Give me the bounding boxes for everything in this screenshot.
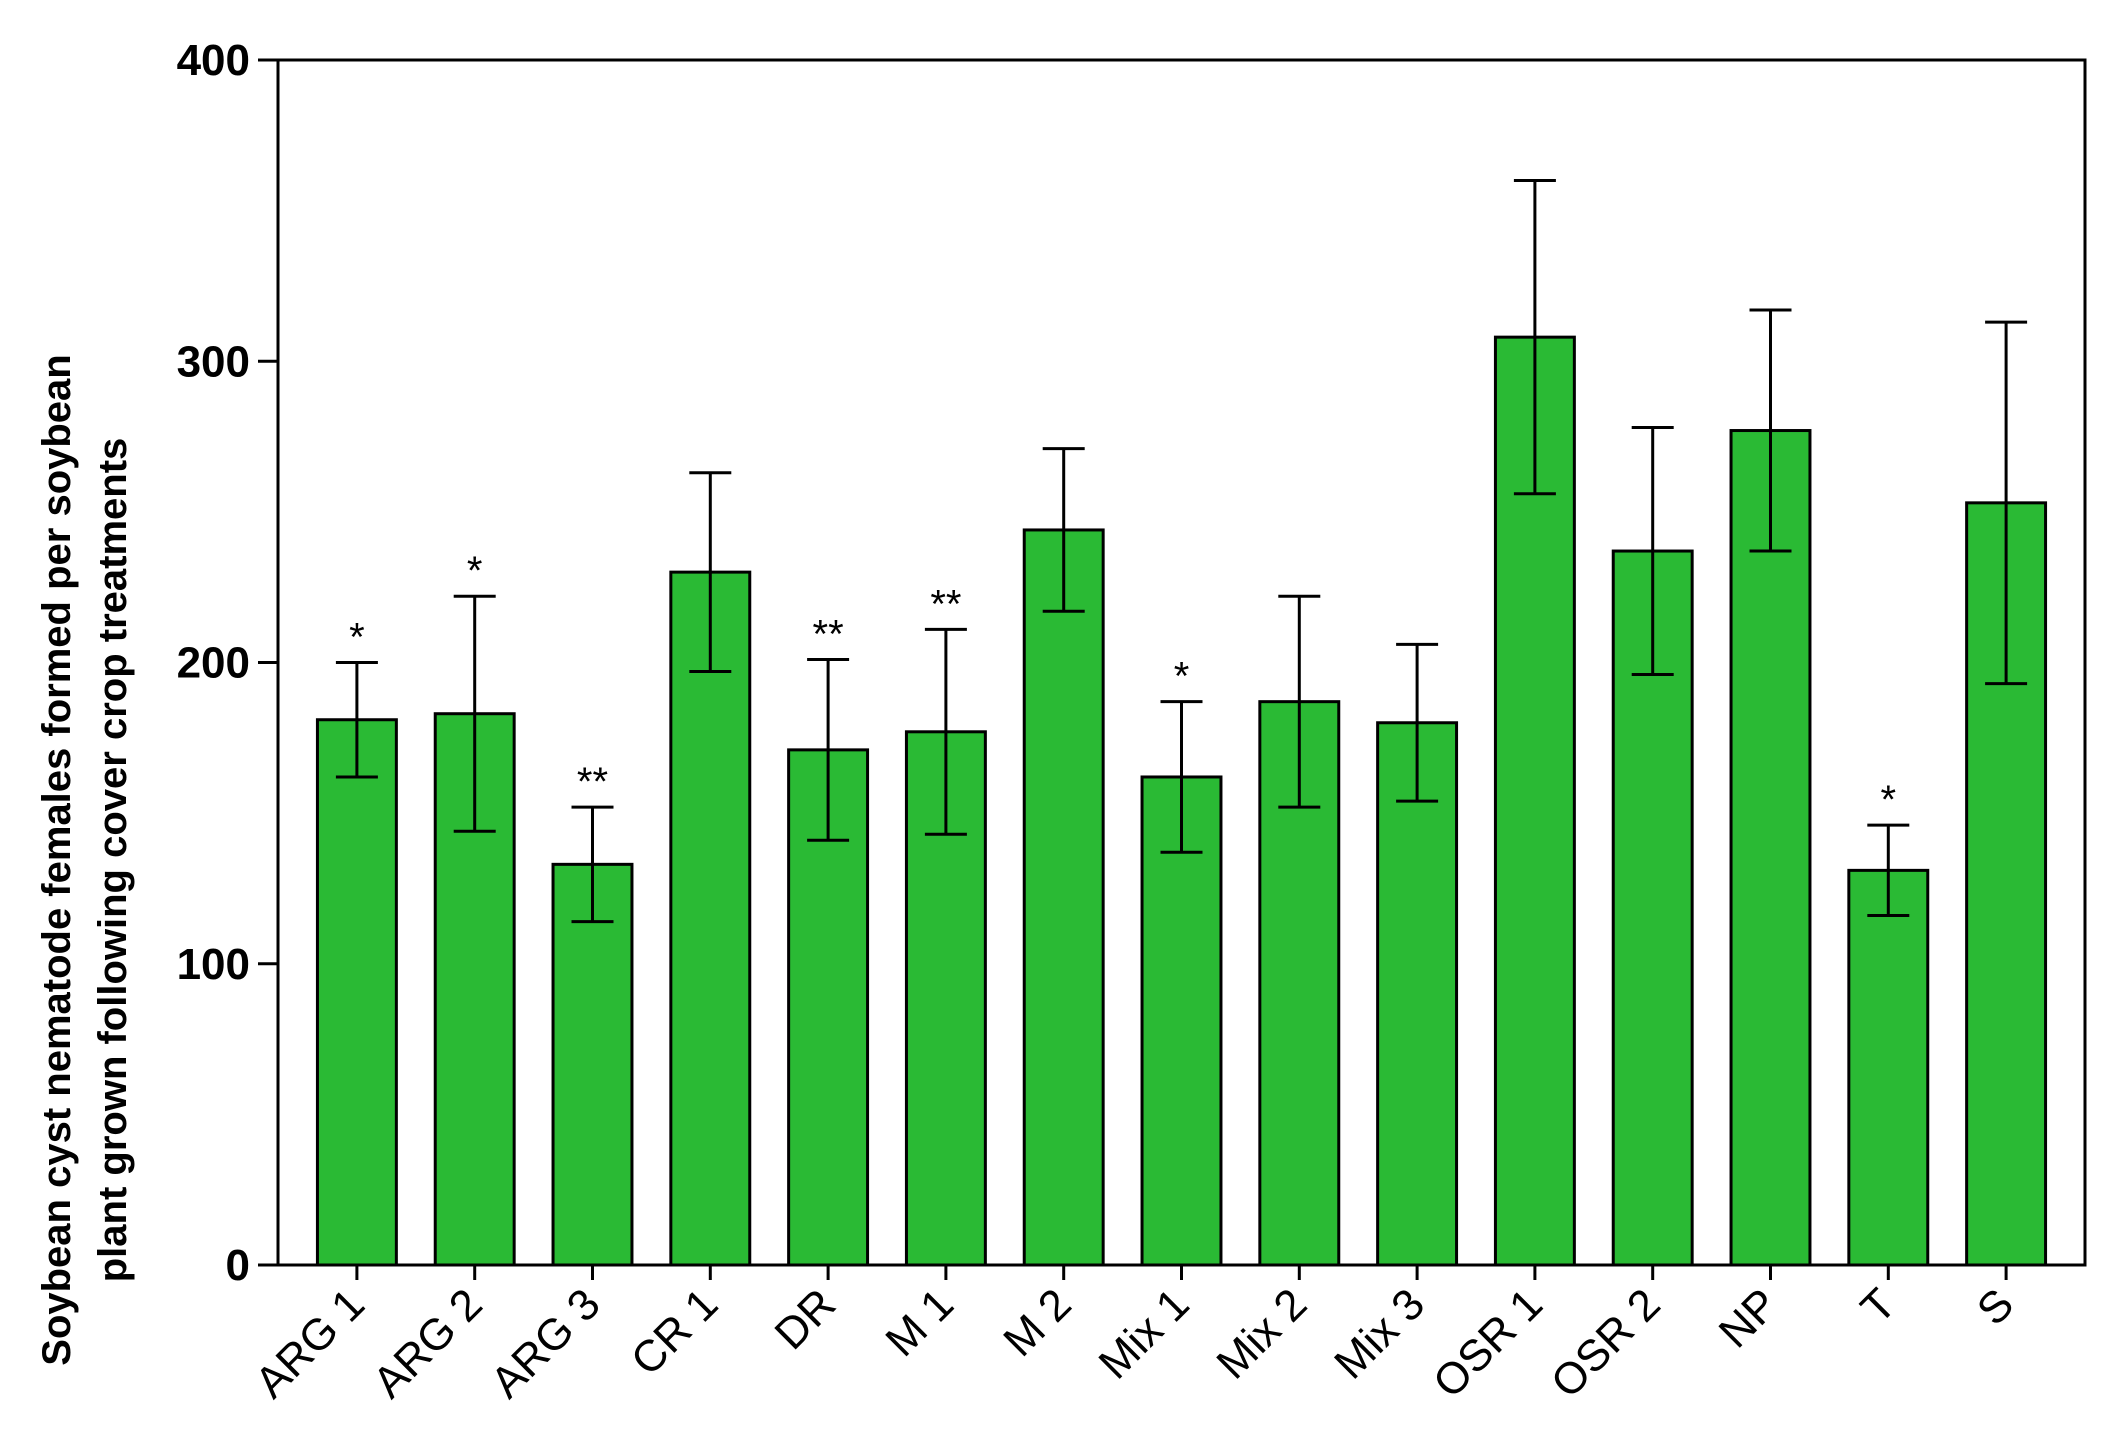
x-tick-label-14: S xyxy=(1968,1279,2023,1334)
x-tick-label-4: DR xyxy=(766,1279,846,1359)
y-tick-label-4: 400 xyxy=(177,36,250,85)
bar-13 xyxy=(1847,868,1930,1267)
significance-mark-0: * xyxy=(349,616,365,660)
y-tick-label-3: 300 xyxy=(177,337,250,386)
x-tick-label-5: M 1 xyxy=(876,1279,963,1366)
x-tick-label-12: NP xyxy=(1710,1279,1788,1357)
x-tick-label-0: ARG 1 xyxy=(246,1279,374,1407)
significance-mark-2: ** xyxy=(577,760,608,804)
y-tick-label-1: 100 xyxy=(177,940,250,989)
y-axis-label-line-2: plant grown following cover crop treatme… xyxy=(91,438,135,1283)
x-tick-label-8: Mix 2 xyxy=(1207,1279,1316,1388)
significance-mark-5: ** xyxy=(930,582,961,626)
x-tick-label-9: Mix 3 xyxy=(1325,1279,1434,1388)
x-tick-label-2: ARG 3 xyxy=(482,1279,610,1407)
x-tick-label-13: T xyxy=(1852,1279,1906,1333)
significance-mark-4: ** xyxy=(813,612,844,656)
x-tick-label-6: M 2 xyxy=(994,1279,1081,1366)
y-tick-label-2: 200 xyxy=(177,639,250,688)
significance-mark-7: * xyxy=(1174,655,1190,699)
y-axis-label-line-1: Soybean cyst nematode females formed per… xyxy=(35,354,79,1365)
significance-mark-13: * xyxy=(1881,778,1897,822)
x-tick-label-10: OSR 1 xyxy=(1424,1279,1552,1407)
bar-12 xyxy=(1729,429,1812,1267)
x-tick-label-3: CR 1 xyxy=(622,1279,728,1385)
significance-mark-1: * xyxy=(467,549,483,593)
x-tick-label-1: ARG 2 xyxy=(364,1279,492,1407)
y-tick-label-0: 0 xyxy=(226,1241,250,1290)
bar-6 xyxy=(1022,528,1105,1267)
y-axis-label: Soybean cyst nematode females formed per… xyxy=(35,354,135,1365)
bar-3 xyxy=(669,570,752,1267)
bar-2 xyxy=(551,862,634,1267)
bar-0 xyxy=(315,718,398,1267)
plot-area: * ARG 1 * ARG 2 ** ARG 3 CR 1 ** DR ** M 1 M 2 * Mix … xyxy=(177,36,2087,1407)
x-tick-label-11: OSR 2 xyxy=(1542,1279,1670,1407)
bar-9 xyxy=(1376,721,1459,1267)
x-tick-label-7: Mix 1 xyxy=(1090,1279,1199,1388)
